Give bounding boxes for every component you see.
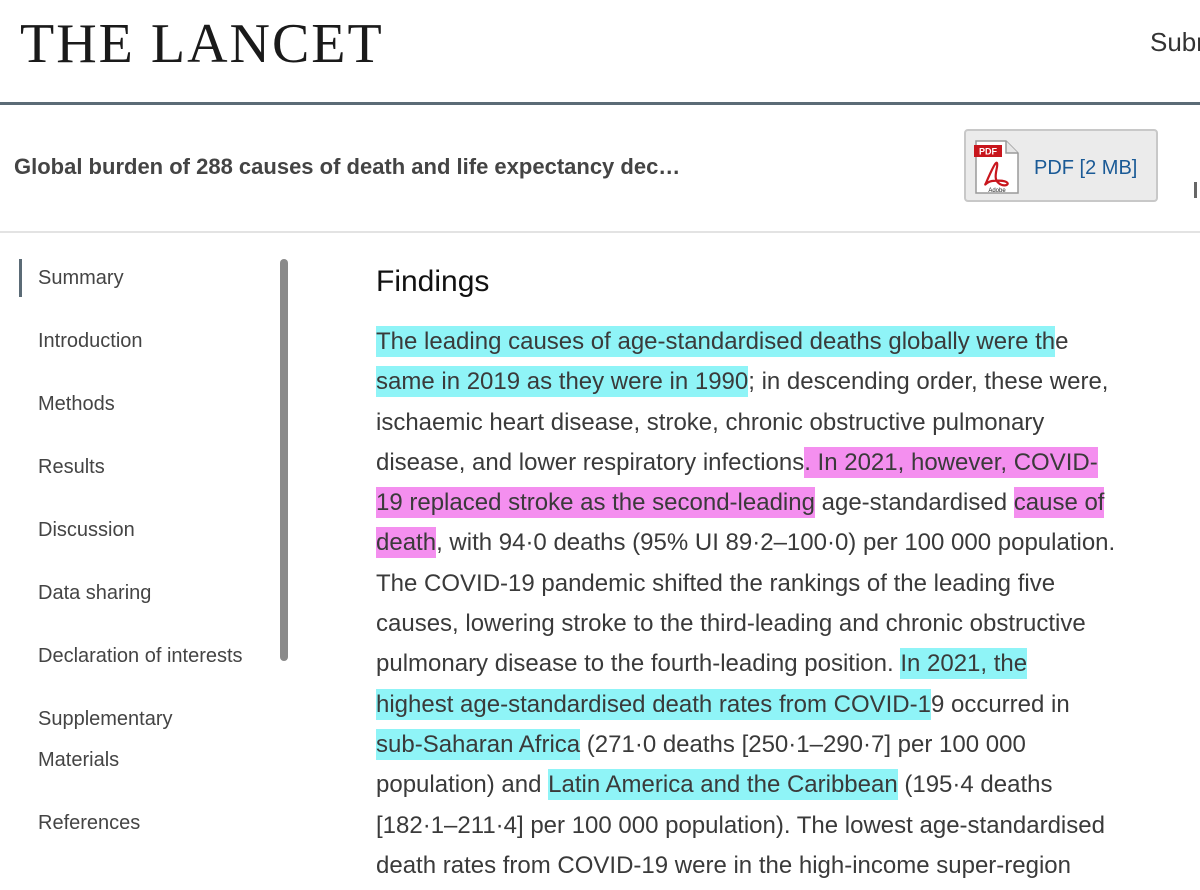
nav-item-results[interactable]: Results xyxy=(38,456,105,478)
highlighted-text: The leading causes of age-standardised d… xyxy=(376,326,1056,357)
findings-paragraph: The leading causes of age-standardised d… xyxy=(376,322,1156,886)
text-line: 19 replaced stroke as the second-leading… xyxy=(376,483,1156,523)
pdf-button-label: PDF [2 MB] xyxy=(1034,157,1138,179)
text-line: same in 2019 as they were in 1990; in de… xyxy=(376,362,1156,402)
text-run: (195·4 deaths xyxy=(897,771,1053,799)
text-line: The leading causes of age-standardised d… xyxy=(376,322,1156,362)
text-run: pulmonary disease to the fourth-leading … xyxy=(376,650,901,678)
text-line: death, with 94·0 deaths (95% UI 89·2–100… xyxy=(376,523,1156,563)
text-run: e xyxy=(1055,328,1069,355)
nav-item-introduction[interactable]: Introduction xyxy=(38,330,143,352)
text-run: population) and xyxy=(376,771,549,799)
nav-item-summary[interactable]: Summary xyxy=(38,267,124,289)
toolbar-divider xyxy=(0,231,1200,233)
nav-item-references[interactable]: References xyxy=(38,812,141,834)
text-run: [182·1–211·4] per 100 000 population). T… xyxy=(376,811,1105,839)
text-run: death rates from COVID-19 were in the hi… xyxy=(376,851,1071,879)
text-run: 9 occurred in xyxy=(930,690,1070,718)
highlighted-text: 19 replaced stroke as the second-leading xyxy=(376,487,815,519)
nav-item-supplementary[interactable]: Supplementary xyxy=(38,708,173,730)
section-heading-findings: Findings xyxy=(376,265,490,298)
site-header: THE LANCET Subr xyxy=(0,0,1200,105)
pdf-file-icon: PDF Adobe xyxy=(974,140,1019,194)
text-line: pulmonary disease to the fourth-leading … xyxy=(376,644,1156,684)
pdf-download-button[interactable]: PDF Adobe PDF [2 MB] xyxy=(964,129,1158,202)
text-run: age-standardised xyxy=(814,489,1014,517)
nav-item-discussion[interactable]: Discussion xyxy=(38,519,135,541)
highlighted-text: In 2021, the xyxy=(900,648,1028,680)
lancet-logo[interactable]: THE LANCET xyxy=(20,13,384,75)
text-run: ; in descending order, these were, xyxy=(748,368,1109,396)
article-toolbar: Global burden of 288 causes of death and… xyxy=(0,105,1200,231)
text-run: disease, and lower respiratory infection… xyxy=(376,448,805,476)
pdf-icon-text: PDF xyxy=(979,147,998,157)
nav-item-materials[interactable]: Materials xyxy=(38,749,120,771)
text-line: [182·1–211·4] per 100 000 population). T… xyxy=(376,806,1156,846)
article-section-nav: Summary Introduction Methods Results Dis… xyxy=(0,233,300,890)
text-run: (271·0 deaths [250·1–290·7] per 100 000 xyxy=(580,730,1026,758)
article-title: Global burden of 288 causes of death and… xyxy=(14,154,681,179)
highlighted-text: highest age-standardised death rates fro… xyxy=(376,688,931,720)
nav-item-methods[interactable]: Methods xyxy=(38,393,115,415)
text-line: causes, lowering stroke to the third-lea… xyxy=(376,604,1156,644)
adobe-label: Adobe xyxy=(988,188,1006,194)
text-line: disease, and lower respiratory infection… xyxy=(376,443,1156,483)
active-section-indicator xyxy=(19,259,22,297)
text-run: , with 94·0 deaths (95% UI 89·2–100·0) p… xyxy=(436,529,1116,557)
text-run: causes, lowering stroke to the third-lea… xyxy=(376,610,1086,638)
highlighted-text: . In 2021, however, COVID- xyxy=(804,446,1098,478)
text-line: sub-Saharan Africa (271·0 deaths [250·1–… xyxy=(376,725,1156,765)
header-divider xyxy=(0,102,1200,105)
text-line: ischaemic heart disease, stroke, chronic… xyxy=(376,403,1156,443)
highlighted-text: same in 2019 as they were in 1990 xyxy=(376,366,749,398)
nav-item-data-sharing[interactable]: Data sharing xyxy=(38,582,152,604)
nav-submit-link[interactable]: Subr xyxy=(1150,27,1200,57)
highlighted-text: cause of xyxy=(1013,487,1105,519)
text-line: The COVID-19 pandemic shifted the rankin… xyxy=(376,564,1156,604)
text-line: highest age-standardised death rates fro… xyxy=(376,685,1156,725)
text-line: population) and Latin America and the Ca… xyxy=(376,765,1156,805)
text-line: death rates from COVID-19 were in the hi… xyxy=(376,846,1156,886)
nav-item-declaration-of-interests[interactable]: Declaration of interests xyxy=(38,645,243,667)
text-run: The COVID-19 pandemic shifted the rankin… xyxy=(376,569,1056,597)
highlighted-text: Latin America and the Caribbean xyxy=(548,769,898,801)
text-run: ischaemic heart disease, stroke, chronic… xyxy=(376,408,1045,436)
highlighted-text: death xyxy=(376,527,437,559)
toolbar-edge-marker xyxy=(1194,182,1197,198)
nav-scrollbar-thumb[interactable] xyxy=(280,259,288,661)
highlighted-text: sub-Saharan Africa xyxy=(376,728,581,760)
